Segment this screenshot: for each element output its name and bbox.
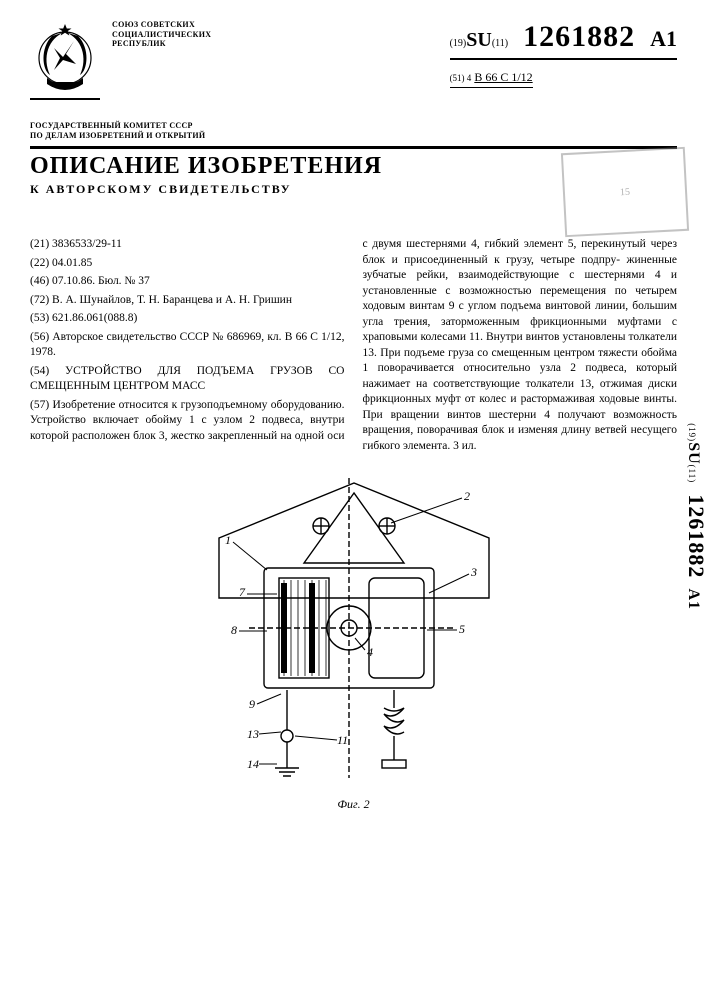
country-code: SU xyxy=(466,29,492,51)
side-num: 1261882 xyxy=(684,494,707,578)
svg-text:1: 1 xyxy=(225,533,231,547)
field-56: (56) Авторское свидетельство СССР № 6869… xyxy=(30,330,345,361)
ussr-emblem-icon xyxy=(30,20,100,100)
svg-text:11: 11 xyxy=(337,733,348,747)
field-46: (46) 07.10.86. Бюл. № 37 xyxy=(30,274,345,290)
svg-text:4: 4 xyxy=(367,645,373,659)
svg-text:2: 2 xyxy=(464,489,470,503)
figure-2: 1 2 3 4 5 7 8 9 11 13 14 Фиг. 2 xyxy=(30,468,677,812)
side-cc: SU xyxy=(685,442,702,464)
gov-committee: ГОСУДАРСТВЕННЫЙ КОМИТЕТ СССР ПО ДЕЛАМ ИЗ… xyxy=(30,121,677,140)
field-72: (72) В. А. Шунайлов, Т. Н. Баранцева и А… xyxy=(30,293,345,309)
union-text: СОЮЗ СОВЕТСКИХ СОЦИАЛИСТИЧЕСКИХ РЕСПУБЛИ… xyxy=(112,20,211,49)
figure-caption: Фиг. 2 xyxy=(30,797,677,812)
kind-code: A1 xyxy=(650,26,677,51)
ipc-code: B 66 C 1/12 xyxy=(474,70,532,84)
svg-text:3: 3 xyxy=(470,565,477,579)
field-53: (53) 621.86.061(088.8) xyxy=(30,311,345,327)
svg-text:14: 14 xyxy=(247,757,259,771)
svg-text:8: 8 xyxy=(231,623,237,637)
emblem-block xyxy=(30,20,100,105)
header-row: СОЮЗ СОВЕТСКИХ СОЦИАЛИСТИЧЕСКИХ РЕСПУБЛИ… xyxy=(30,20,677,105)
ipc-line: (51) 4 B 66 C 1/12 xyxy=(450,70,533,88)
pub-number: 1261882 xyxy=(523,20,635,53)
ipc-prefix: (51) 4 xyxy=(450,73,472,83)
union-line-2: СОЦИАЛИСТИЧЕСКИХ xyxy=(112,30,211,40)
publication-number-line: (19)SU(11) 1261882 A1 xyxy=(450,20,677,60)
gov-line-1: ГОСУДАРСТВЕННЫЙ КОМИТЕТ СССР xyxy=(30,121,677,131)
side-publication-label: (19)SU(11) 1261882 A1 xyxy=(683,423,707,610)
field-22: (22) 04.01.85 xyxy=(30,256,345,272)
patent-page: СОЮЗ СОВЕТСКИХ СОЦИАЛИСТИЧЕСКИХ РЕСПУБЛИ… xyxy=(0,0,707,832)
body-columns: (21) 3836533/29-11 (22) 04.01.85 (46) 07… xyxy=(30,237,677,454)
svg-text:7: 7 xyxy=(239,585,246,599)
union-line-1: СОЮЗ СОВЕТСКИХ xyxy=(112,20,211,30)
field-54: (54) УСТРОЙСТВО ДЛЯ ПОДЪЕМА ГРУЗОВ СО СМ… xyxy=(30,364,345,395)
svg-text:5: 5 xyxy=(459,622,465,636)
field-21: (21) 3836533/29-11 xyxy=(30,237,345,253)
svg-text:9: 9 xyxy=(249,697,255,711)
abstract-col2: жиненные зубчатые рейки, взаимодействующ… xyxy=(363,254,678,452)
publication-block: (19)SU(11) 1261882 A1 (51) 4 B 66 C 1/12 xyxy=(450,20,677,88)
side-kind: A1 xyxy=(685,588,702,610)
union-line-3: РЕСПУБЛИК xyxy=(112,39,211,49)
gov-line-2: ПО ДЕЛАМ ИЗОБРЕТЕНИЙ И ОТКРЫТИЙ xyxy=(30,131,677,141)
svg-text:13: 13 xyxy=(247,727,259,741)
received-stamp-icon: 15 xyxy=(561,147,689,237)
figure-2-drawing: 1 2 3 4 5 7 8 9 11 13 14 xyxy=(189,468,519,788)
